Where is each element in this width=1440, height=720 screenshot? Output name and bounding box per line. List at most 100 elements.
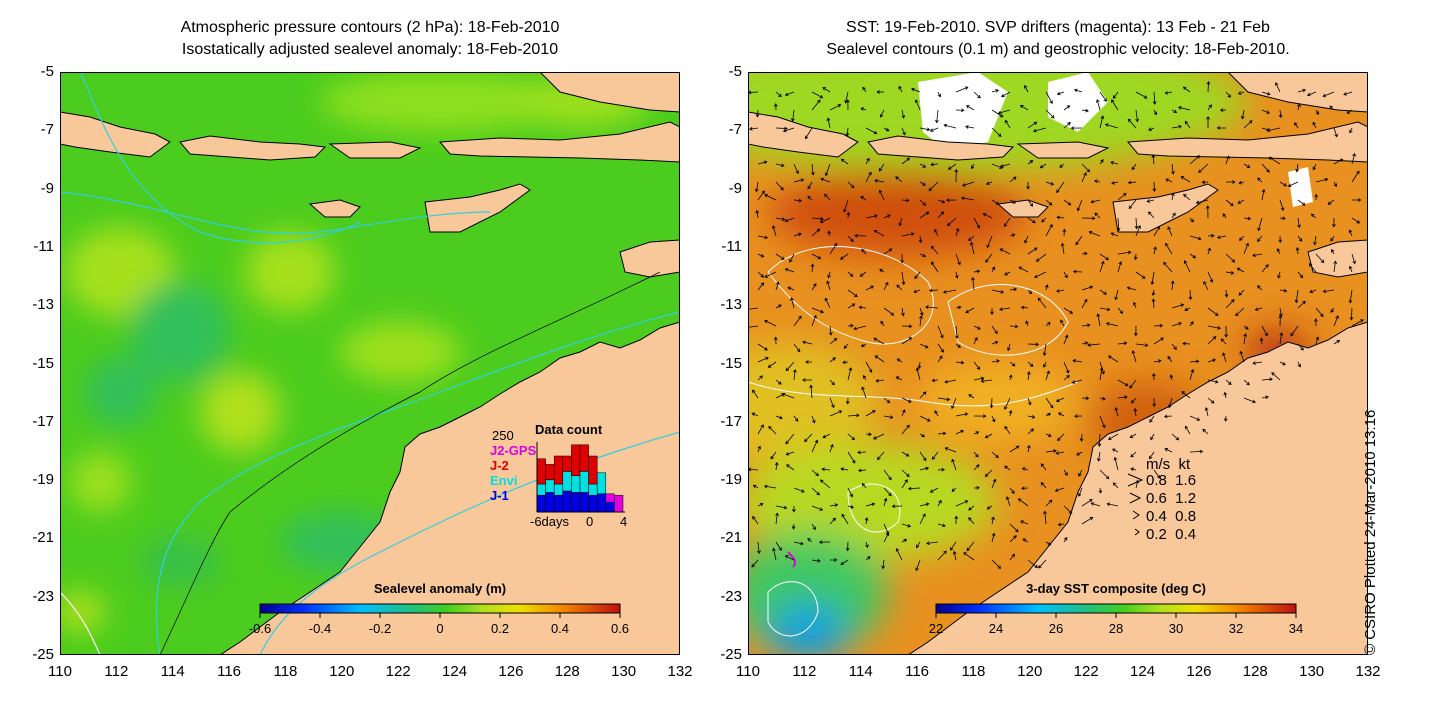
velocity-arrow <box>1243 163 1251 168</box>
velocity-arrow <box>785 451 795 456</box>
velocity-arrow <box>930 162 939 167</box>
velocity-arrow <box>914 271 921 280</box>
velocity-arrow <box>1094 212 1101 219</box>
velocity-arrow <box>805 127 813 140</box>
velocity-arrow <box>1056 215 1065 220</box>
velocity-arrow <box>1189 321 1194 327</box>
velocity-arrow <box>991 359 1000 364</box>
velocity-arrow <box>1135 109 1140 123</box>
velocity-arrow <box>775 217 786 222</box>
velocity-arrow <box>793 368 797 381</box>
velocity-arrow <box>991 325 998 335</box>
velocity-arrow <box>973 325 981 330</box>
velocity-arrow <box>764 271 777 278</box>
velocity-arrow <box>1096 313 1101 327</box>
velocity-arrow <box>991 478 997 489</box>
velocity-arrow <box>1295 246 1300 255</box>
velocity-arrow <box>767 361 777 368</box>
data-count-bar-j-1 <box>579 492 589 513</box>
velocity-arrow <box>955 86 969 93</box>
velocity-arrow <box>1256 285 1263 291</box>
velocity-arrow <box>1297 271 1304 279</box>
velocity-arrow <box>901 232 915 237</box>
right-title-line2: Sealevel contours (0.1 m) and geostrophi… <box>826 41 1290 58</box>
velocity-arrow <box>768 425 777 435</box>
velocity-arrow <box>954 168 959 183</box>
velocity-arrow <box>985 181 993 185</box>
sst-colorbar-label: 30 <box>1168 621 1184 636</box>
data-count-bar-j-2 <box>536 458 546 485</box>
velocity-arrow <box>1094 179 1101 184</box>
velocity-arrow <box>1104 123 1119 129</box>
velocity-arrow <box>847 181 855 189</box>
velocity-arrow <box>874 178 885 183</box>
sst-colorbar-label: 22 <box>928 621 944 636</box>
velocity-arrow <box>950 541 957 551</box>
velocity-arrow <box>999 248 1011 255</box>
velocity-arrow <box>1261 377 1273 382</box>
y-tick-label: -21 <box>720 529 742 547</box>
velocity-arrow <box>898 217 903 227</box>
velocity-arrow <box>937 397 951 402</box>
velocity-arrow <box>1099 307 1111 312</box>
velocity-arrow <box>1189 368 1195 381</box>
velocity-arrow <box>984 469 993 477</box>
velocity-arrow <box>937 199 946 204</box>
velocity-arrow <box>829 397 835 409</box>
velocity-arrow <box>1207 397 1215 404</box>
velocity-arrow <box>757 541 761 555</box>
velocity-arrow <box>1224 289 1229 298</box>
velocity-arrow <box>1127 118 1137 129</box>
velocity-arrow <box>1057 412 1065 417</box>
velocity-arrow <box>883 127 890 132</box>
velocity-arrow <box>1331 217 1336 228</box>
velocity-arrow <box>1330 235 1335 242</box>
velocity-arrow <box>1114 289 1119 301</box>
velocity-arrow <box>1131 163 1137 171</box>
velocity-arrow <box>895 548 903 561</box>
velocity-arrow <box>793 178 805 183</box>
velocity-arrow <box>1043 361 1047 368</box>
velocity-arrow <box>824 163 831 177</box>
velocity-arrow <box>811 558 821 563</box>
cloud-cover <box>918 72 1313 207</box>
velocity-arrow <box>847 413 860 418</box>
velocity-arrow <box>826 117 831 129</box>
velocity-arrow <box>1309 289 1317 294</box>
velocity-arrow <box>791 109 795 122</box>
velocity-arrow <box>1004 271 1011 276</box>
velocity-arrow <box>792 505 796 513</box>
velocity-arrow <box>919 127 931 132</box>
velocity-arrow <box>1294 289 1299 304</box>
velocity-arrow <box>901 523 912 528</box>
y-tick-label: -23 <box>32 587 54 605</box>
x-tick-label: 116 <box>905 663 930 680</box>
x-tick-label: 130 <box>1299 663 1325 680</box>
velocity-arrow <box>784 555 795 561</box>
velocity-arrow <box>1243 216 1252 221</box>
velocity-arrow <box>1171 343 1177 351</box>
sealevel-colorbar-label: -0.4 <box>308 621 332 636</box>
velocity-arrow <box>873 337 885 345</box>
velocity-arrow <box>1351 170 1360 183</box>
velocity-arrow <box>1027 160 1034 165</box>
velocity-arrow <box>1297 217 1301 229</box>
sst-patches <box>748 72 1308 655</box>
velocity-arrow <box>772 547 777 561</box>
velocity-arrow <box>1314 193 1319 201</box>
velocity-arrow <box>966 105 975 111</box>
velocity-arrow <box>775 91 782 98</box>
velocity-arrow <box>810 263 815 273</box>
velocity-arrow <box>919 211 930 219</box>
velocity-arrow <box>918 235 923 244</box>
sealevel-colorbar-label: -0.2 <box>368 621 392 636</box>
velocity-arrow <box>980 379 993 383</box>
velocity-arrow <box>1171 322 1182 327</box>
velocity-arrow <box>1099 159 1104 165</box>
velocity-arrow <box>955 305 962 310</box>
velocity-arrow <box>1097 433 1102 448</box>
velocity-arrow <box>901 109 906 119</box>
velocity-arrow <box>847 505 855 509</box>
velocity-arrow <box>1315 336 1320 345</box>
velocity-arrow <box>901 198 910 203</box>
